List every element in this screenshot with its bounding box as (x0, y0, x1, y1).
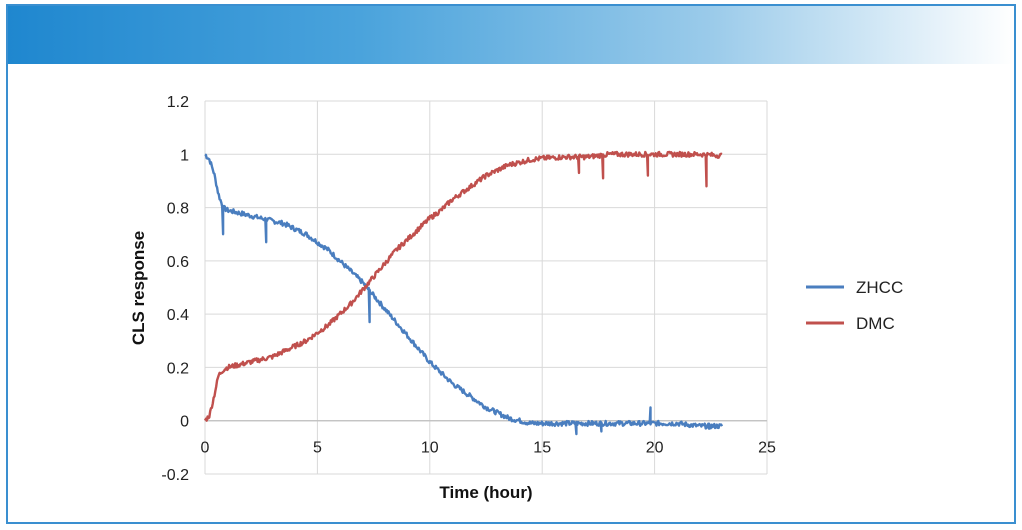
series-zhcc (204, 153, 724, 436)
legend-label-zhcc: ZHCC (856, 278, 903, 297)
y-tick-label: 1.2 (167, 94, 189, 111)
legend: ZHCC DMC (806, 278, 903, 333)
series-line-zhcc (204, 153, 724, 436)
x-tick-label: 15 (533, 440, 551, 457)
x-tick-labels: 0 5 10 15 20 25 (201, 440, 776, 457)
legend-label-dmc: DMC (856, 314, 895, 333)
y-tick-label: 0.4 (167, 307, 189, 324)
header-gradient-band (8, 6, 1014, 64)
x-tick-label: 25 (758, 440, 776, 457)
y-tick-label: -0.2 (161, 467, 189, 484)
figure-frame (6, 4, 1016, 524)
x-tick-label: 10 (421, 440, 439, 457)
series-line-dmc (203, 150, 723, 422)
x-tick-label: 20 (646, 440, 664, 457)
y-tick-label: 0 (180, 414, 189, 431)
x-tick-label: 5 (313, 440, 322, 457)
series-dmc (203, 150, 723, 422)
y-tick-label: 0.8 (167, 201, 189, 218)
gridlines (204, 100, 768, 475)
series-layer (203, 150, 724, 436)
y-axis-label: CLS response (129, 231, 148, 345)
x-tick-label: 0 (201, 440, 210, 457)
y-tick-labels: -0.2 0 0.2 0.4 0.6 0.8 1 1.2 (161, 94, 189, 484)
y-tick-label: 0.6 (167, 254, 189, 271)
y-tick-label: 0.2 (167, 360, 189, 377)
y-tick-label: 1 (180, 147, 189, 164)
x-axis-label: Time (hour) (439, 483, 532, 502)
